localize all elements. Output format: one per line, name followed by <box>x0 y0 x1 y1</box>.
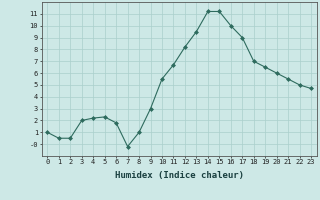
X-axis label: Humidex (Indice chaleur): Humidex (Indice chaleur) <box>115 171 244 180</box>
